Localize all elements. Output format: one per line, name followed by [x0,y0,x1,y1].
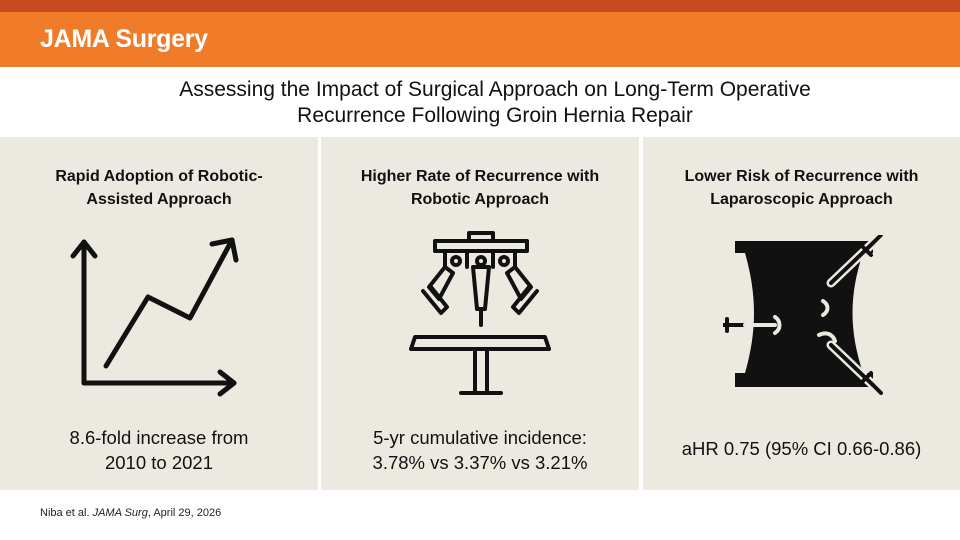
panel-title: Rapid Adoption of Robotic- Assisted Appr… [0,165,318,211]
citation: Niba et al. JAMA Surg, April 29, 2026 [40,507,221,519]
panel-title-line-2: Laparoscopic Approach [710,191,893,208]
laparoscopic-abdomen-icon [723,235,883,395]
panel-title-line-1: Higher Rate of Recurrence with [360,168,600,185]
finding-line-2: 2010 to 2021 [104,452,214,473]
title-line-2: Recurrence Following Groin Hernia Repair [297,104,693,127]
journal-banner: JAMA Surgery [0,12,960,67]
finding-line-1: 5-yr cumulative incidence: [373,427,587,448]
panel-title-line-1: Rapid Adoption of Robotic- [55,168,263,185]
panel-title: Higher Rate of Recurrence with Robotic A… [321,165,639,211]
panel-finding: 8.6-fold increase from 2010 to 2021 [0,425,318,475]
citation-date: , April 29, 2026 [147,507,222,519]
header-stripe [0,0,960,12]
panel-title-line-2: Assisted Approach [86,191,232,208]
citation-authors: Niba et al. [40,507,90,519]
panel-finding: aHR 0.75 (95% CI 0.66-0.86) [643,436,960,461]
panel-robotic-adoption: Rapid Adoption of Robotic- Assisted Appr… [0,137,318,490]
panel-finding: 5-yr cumulative incidence: 3.78% vs 3.37… [321,425,639,475]
title-line-1: Assessing the Impact of Surgical Approac… [179,78,811,101]
finding-line-2: 3.78% vs 3.37% vs 3.21% [372,452,588,473]
surgical-robot-icon [409,231,551,395]
panel-robotic-recurrence: Higher Rate of Recurrence with Robotic A… [321,137,639,490]
panel-title-line-2: Robotic Approach [410,191,550,208]
page-title: Assessing the Impact of Surgical Approac… [0,77,960,129]
trend-line-chart-icon [70,237,239,397]
finding-line-1: 8.6-fold increase from [69,427,249,448]
finding-line-1: aHR 0.75 (95% CI 0.66-0.86) [681,438,922,459]
panel-laparoscopic-recurrence: Lower Risk of Recurrence with Laparoscop… [643,137,960,490]
panel-title: Lower Risk of Recurrence with Laparoscop… [643,165,960,211]
citation-journal: JAMA Surg [92,507,148,519]
journal-name: JAMA Surgery [40,25,208,53]
panel-title-line-1: Lower Risk of Recurrence with [684,168,919,185]
